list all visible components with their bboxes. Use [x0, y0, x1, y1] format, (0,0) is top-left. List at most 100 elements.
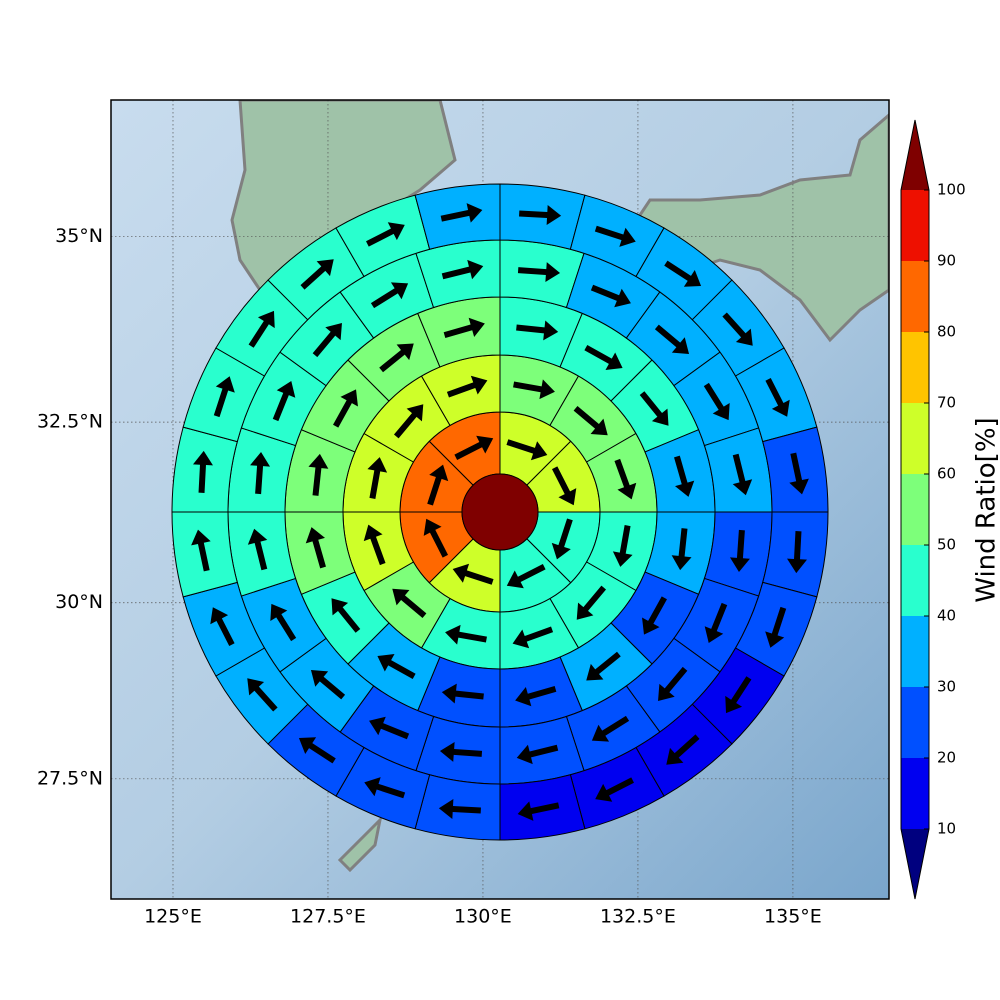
wind-arrow: [298, 737, 336, 764]
colorbar-bin: [901, 687, 929, 758]
wind-arrow: [595, 777, 634, 802]
y-tick-label: 27.5°N: [37, 767, 103, 789]
wind-arrow: [513, 379, 555, 400]
wind-arrow: [654, 324, 690, 354]
wedges: [171, 183, 829, 841]
wind-arrow: [369, 716, 410, 740]
wind-arrow: [704, 602, 728, 643]
wind-arrow: [551, 466, 577, 506]
colorbar-bin: [901, 261, 929, 332]
wind-arrow: [671, 528, 692, 571]
island: [337, 815, 383, 873]
wind-arrow: [725, 676, 752, 714]
wind-arrow: [517, 801, 560, 821]
colorbar-tick-label: 40: [937, 607, 956, 625]
wind-arrow: [512, 626, 554, 649]
wind-arrow: [270, 603, 297, 642]
wind-arrow: [427, 464, 449, 506]
colorbar-tick-label: 50: [937, 536, 956, 554]
wind-arrow: [305, 527, 326, 569]
wind-arrow: [516, 320, 559, 341]
colorbar-bin: [901, 474, 929, 545]
wind-arrow: [248, 310, 275, 348]
ticks: 125°E 127.5°E 130°E 132.5°E 135°E 27.5°N 30°N 3…: [37, 225, 822, 928]
wind-arrow: [666, 734, 700, 765]
colorbar-tick-label: 30: [937, 678, 956, 696]
wind-arrow: [642, 596, 667, 635]
wind-arrow: [573, 405, 608, 436]
wind-arrow: [614, 458, 637, 500]
x-tick-label: 125°E: [144, 906, 202, 928]
colorbar-bin: [901, 332, 929, 403]
wind-arrow: [377, 654, 416, 679]
wind-arrow: [517, 262, 561, 283]
wind-arrow: [312, 322, 342, 358]
colorbar-bin: [901, 616, 929, 687]
wind-arrow: [441, 259, 484, 280]
wind-arrow: [516, 744, 559, 765]
wind-arrow: [300, 259, 334, 290]
colorbar-over: [901, 120, 929, 190]
colorbar-bin: [901, 758, 929, 829]
wind-arrow: [765, 378, 790, 417]
wind-arrow: [551, 518, 573, 560]
wind-arrow: [213, 376, 235, 418]
colorbar-tick-label: 20: [937, 749, 956, 767]
wind-arrow: [591, 715, 630, 742]
wind-arrow: [765, 606, 787, 648]
wind-arrow: [370, 282, 409, 309]
wind-arrow: [506, 439, 548, 461]
colorbar: 10 20 30 40 50 60 70 80 90 100: [900, 119, 966, 900]
wind-arrow: [210, 607, 235, 646]
wind-arrow: [729, 529, 750, 573]
wind-arrow: [308, 453, 329, 496]
x-tick-label: 132.5°E: [600, 906, 676, 928]
wind-arrow: [576, 585, 607, 620]
wind-arrow: [515, 686, 557, 707]
wind-arrow: [445, 624, 487, 645]
wind-arrow: [452, 563, 494, 585]
wind-arrow: [664, 260, 702, 287]
y-tick-label: 32.5°N: [37, 411, 103, 433]
wind-arrow: [506, 563, 546, 589]
colorbar-tick-label: 70: [937, 394, 956, 412]
wind-arrow: [247, 678, 278, 712]
wind-arrow: [789, 452, 809, 495]
y-tick-label: 30°N: [55, 591, 103, 613]
wind-arrow: [446, 375, 488, 398]
wind-arrow: [612, 525, 633, 567]
wind-arrow: [674, 455, 695, 497]
y-tick-label: 35°N: [55, 225, 103, 247]
wind-arrow: [658, 666, 688, 702]
wind-arrow: [519, 204, 562, 225]
wind-arrow: [392, 588, 427, 619]
arrows: [191, 203, 809, 821]
map-frame: [110, 99, 890, 900]
colorbar-tick-label: 10: [937, 820, 956, 838]
wind-arrow: [594, 225, 636, 247]
wind-arrow: [438, 799, 481, 820]
x-tick-label: 130°E: [454, 906, 512, 928]
wind-arrow: [363, 524, 386, 566]
center-disc: [461, 473, 539, 551]
colorbar-label: Wind Ratio[%]: [972, 417, 1000, 602]
wind-arrow: [331, 598, 361, 633]
wind-arrow: [393, 404, 424, 439]
wind-arrow: [379, 343, 414, 373]
x-tick-label: 135°E: [764, 906, 822, 928]
wind-arrow: [586, 651, 621, 681]
wind-arrow: [441, 683, 484, 704]
wind-arrow: [423, 518, 449, 558]
wind-arrow: [703, 382, 730, 421]
wind-arrow: [584, 345, 623, 370]
wind-arrow: [732, 453, 753, 496]
colorbar-tick-label: 100: [937, 181, 966, 199]
wind-arrow: [366, 222, 405, 247]
wind-arrow: [310, 670, 346, 700]
wind-arrow: [250, 451, 271, 495]
wind-arrow: [272, 381, 296, 422]
x-tick-label: 127.5°E: [290, 906, 366, 928]
wind-arrow: [440, 203, 483, 223]
wind-arrow: [454, 435, 494, 461]
